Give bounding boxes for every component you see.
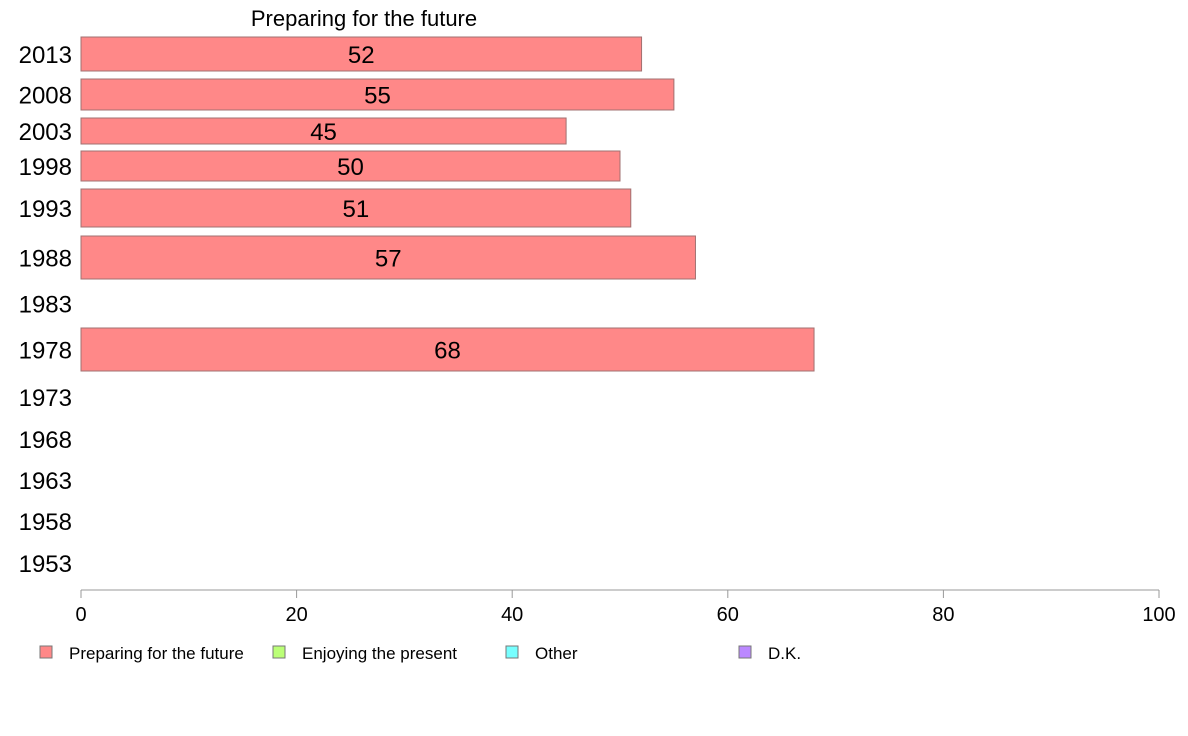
bar <box>80 78 675 111</box>
legend-swatch <box>39 645 53 659</box>
y-tick-label: 1963 <box>19 468 72 495</box>
x-axis: 0 20 40 60 80 100 <box>75 589 1176 626</box>
y-tick-label: 1968 <box>19 427 72 454</box>
bar-value-label: 68 <box>434 338 461 365</box>
bar <box>80 188 632 228</box>
chart-title: Preparing for the future <box>251 6 477 31</box>
bar-value-label: 50 <box>337 154 364 181</box>
y-tick-label: 1993 <box>19 196 72 223</box>
x-tick-label: 100 <box>1142 604 1175 626</box>
bar <box>80 36 643 72</box>
legend-label: Enjoying the present <box>302 644 457 663</box>
bar-value-label: 55 <box>364 83 391 110</box>
legend-label: Other <box>535 644 578 663</box>
x-tick-label: 40 <box>501 604 523 626</box>
x-tick-label: 60 <box>717 604 739 626</box>
y-tick-label: 2003 <box>19 119 72 146</box>
y-tick-label: 1958 <box>19 509 72 536</box>
y-tick-label: 1973 <box>19 385 72 412</box>
x-tick-label: 20 <box>285 604 307 626</box>
bar-value-label: 45 <box>310 119 337 146</box>
y-tick-label: 1983 <box>19 292 72 319</box>
bar-value-label: 57 <box>375 246 402 273</box>
legend-swatch <box>272 645 286 659</box>
y-tick-label: 2013 <box>19 42 72 69</box>
legend: Preparing for the future Enjoying the pre… <box>39 644 801 663</box>
legend-label: D.K. <box>768 644 801 663</box>
legend-label: Preparing for the future <box>69 644 244 663</box>
bar-value-label: 51 <box>343 196 370 223</box>
x-tick-label: 0 <box>75 604 86 626</box>
y-tick-label: 1988 <box>19 246 72 273</box>
y-axis-labels: 2013 2008 2003 1998 1993 1988 1983 1978 1973 1968… <box>19 42 72 578</box>
bar <box>80 235 696 280</box>
bar <box>80 150 621 182</box>
y-tick-label: 1998 <box>19 154 72 181</box>
x-tick-label: 80 <box>932 604 954 626</box>
legend-swatch <box>738 645 752 659</box>
bar <box>80 117 567 145</box>
y-tick-label: 1953 <box>19 551 72 578</box>
bar <box>80 327 815 372</box>
legend-swatch <box>505 645 519 659</box>
y-tick-label: 1978 <box>19 338 72 365</box>
bar-value-label: 52 <box>348 42 375 69</box>
y-tick-label: 2008 <box>19 83 72 110</box>
